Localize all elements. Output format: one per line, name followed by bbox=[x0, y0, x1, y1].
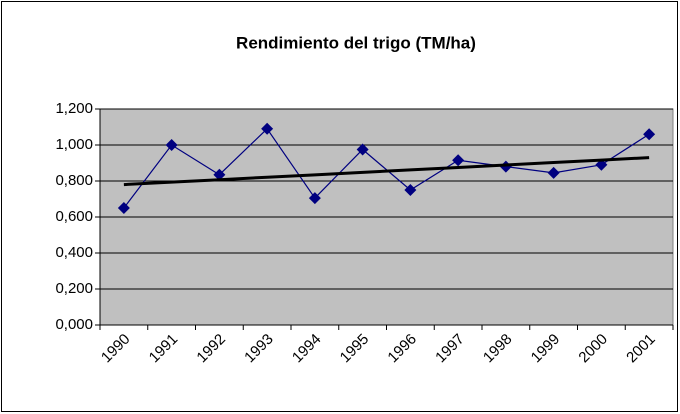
point-marker bbox=[213, 168, 226, 181]
point-marker bbox=[595, 158, 608, 171]
chart-title: Rendimiento del trigo (TM/ha) bbox=[236, 33, 476, 52]
y-tick-label: 0,600 bbox=[55, 208, 93, 225]
point-marker bbox=[643, 128, 656, 141]
y-tick-label: 1,200 bbox=[55, 100, 93, 117]
trend-line bbox=[123, 156, 650, 187]
point-marker bbox=[261, 122, 274, 135]
point-marker bbox=[404, 184, 417, 196]
y-tick-label: 0,400 bbox=[55, 244, 93, 261]
point-marker bbox=[308, 192, 321, 205]
y-tick-label: 1,000 bbox=[55, 136, 93, 153]
y-tick-label: 0,200 bbox=[55, 280, 93, 297]
point-marker bbox=[452, 154, 465, 167]
y-tick-label: 0,800 bbox=[55, 172, 93, 189]
point-marker bbox=[547, 166, 560, 179]
point-marker bbox=[117, 202, 130, 214]
point-marker bbox=[165, 139, 178, 151]
point-marker bbox=[356, 143, 369, 156]
y-tick-label: 0,000 bbox=[55, 316, 93, 333]
